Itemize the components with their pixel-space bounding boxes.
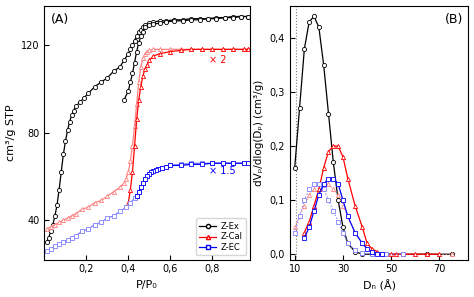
Text: (B): (B) <box>445 13 464 26</box>
Text: × 1.5: × 1.5 <box>209 166 236 176</box>
X-axis label: Dₙ (Å): Dₙ (Å) <box>363 280 396 291</box>
Y-axis label: dVₚ/dlog(Dₚ) (cm³/g): dVₚ/dlog(Dₚ) (cm³/g) <box>254 80 264 186</box>
Legend: Z-Ex, Z-Cal, Z-EC: Z-Ex, Z-Cal, Z-EC <box>196 219 246 255</box>
Y-axis label: cm³/g STP: cm³/g STP <box>6 104 16 161</box>
Text: (A): (A) <box>51 13 69 26</box>
Text: × 2: × 2 <box>209 55 227 64</box>
X-axis label: P/P₀: P/P₀ <box>136 280 158 290</box>
